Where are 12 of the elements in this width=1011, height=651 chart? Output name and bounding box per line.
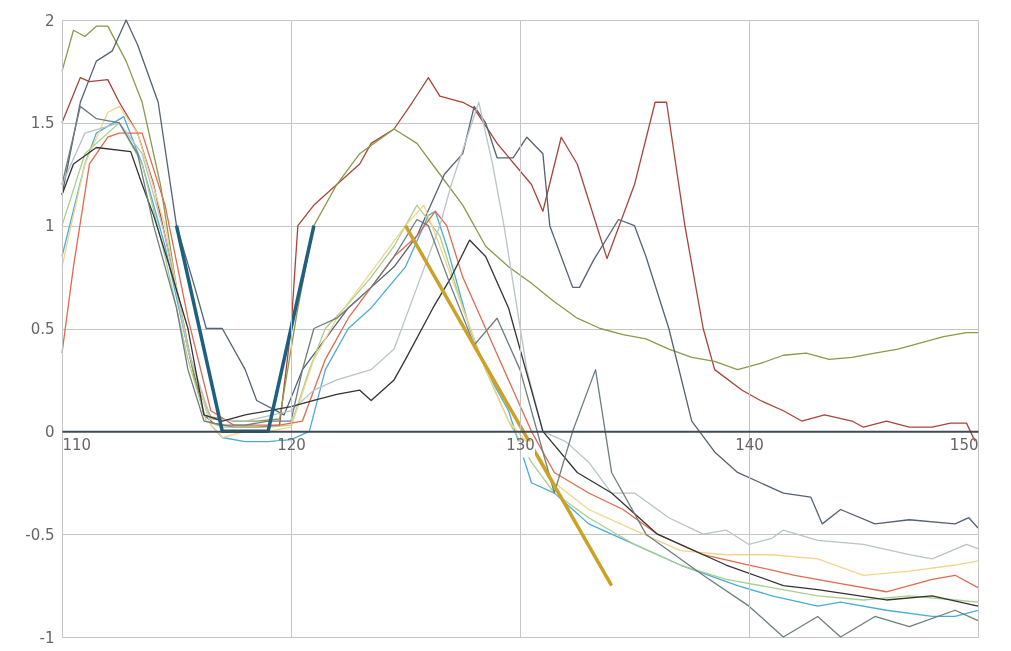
x-tick-label: 120 (277, 435, 306, 454)
x-tick-label: 140 (735, 435, 764, 454)
x-tick-label: 130 (506, 435, 535, 454)
x-tick-label: 150 (949, 435, 979, 454)
y-tick-label: 1.5 (30, 114, 55, 133)
y-tick-label: 1 (44, 217, 55, 236)
x-tick-label: 110 (62, 435, 92, 454)
y-tick-label: 2 (44, 11, 55, 30)
y-tick-label: 0 (44, 422, 55, 441)
y-tick-label: -0.5 (25, 525, 55, 544)
y-tick-label: -1 (39, 628, 55, 647)
y-tick-label: 0.5 (30, 320, 55, 338)
